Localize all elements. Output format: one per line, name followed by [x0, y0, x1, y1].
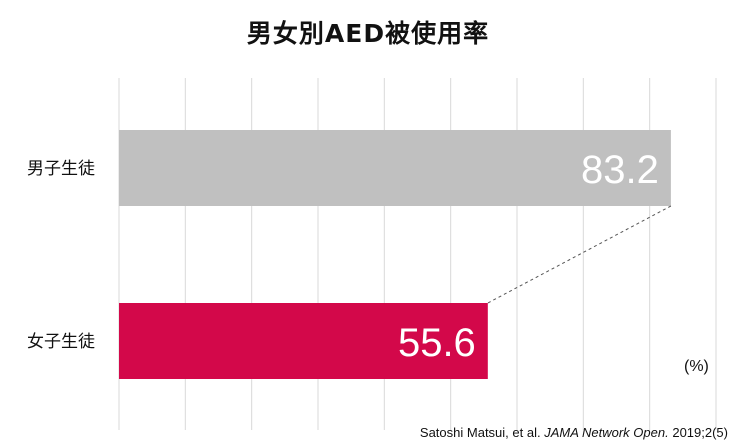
category-label: 女子生徒 [27, 332, 95, 352]
source-journal: JAMA Network Open. [544, 425, 669, 440]
data-label: 83.2 [581, 148, 659, 192]
bar [119, 303, 488, 379]
bar [119, 130, 671, 206]
unit-label: (%) [684, 358, 709, 375]
source-authors: Satoshi Matsui, et al. [419, 425, 541, 440]
category-label: 男子生徒 [27, 159, 95, 179]
source-citation: 2019;2(5) [672, 425, 728, 440]
source-note: Satoshi Matsui, et al. JAMA Network Open… [420, 425, 728, 440]
chart-title: 男女別AED被使用率 [246, 19, 490, 48]
data-label: 55.6 [398, 321, 476, 365]
connector-line [487, 205, 672, 304]
